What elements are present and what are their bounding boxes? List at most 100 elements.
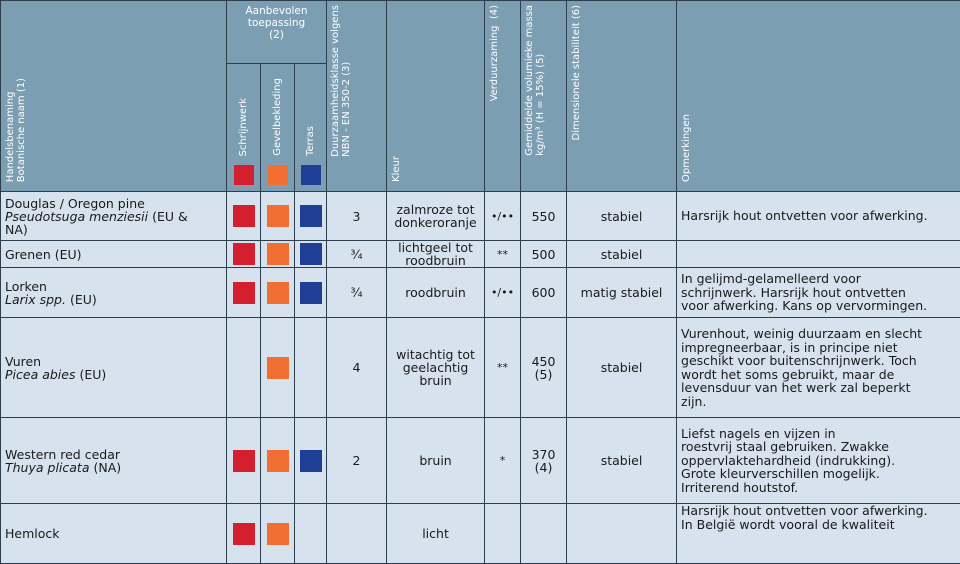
gevelbekleding-cell (261, 192, 295, 241)
density-value: 450 (5) (532, 354, 556, 382)
stability-value: stabiel (601, 247, 643, 262)
gevelbekleding-marker (267, 523, 289, 545)
header-name: Handelsbenaming Botanische naam (1) (1, 1, 227, 192)
terras-marker (300, 450, 322, 472)
color-cell: witachtig tot geelachtig bruin (387, 318, 485, 418)
gevelbekleding-swatch (268, 165, 288, 185)
botanical-name: Picea abies (5, 367, 75, 382)
schrijnwerk-cell (227, 418, 261, 504)
schrijnwerk-marker (233, 282, 255, 304)
stability-value: stabiel (601, 453, 643, 468)
gevelbekleding-cell (261, 241, 295, 268)
terras-swatch (301, 165, 321, 185)
terras-marker (300, 205, 322, 227)
color-cell: roodbruin (387, 268, 485, 318)
header-color: Kleur (387, 1, 485, 192)
treatment-cell (485, 504, 521, 564)
remarks-value: Harsrijk hout ontvetten voor afwerking. … (681, 503, 928, 532)
schrijnwerk-marker (233, 450, 255, 472)
color-cell: zalmroze tot donkeroranje (387, 192, 485, 241)
schrijnwerk-swatch (234, 165, 254, 185)
remarks-cell: In gelijmd-gelamelleerd voor schrijnwerk… (677, 268, 960, 318)
schrijnwerk-cell (227, 241, 261, 268)
remarks-cell: Harsrijk hout ontvetten voor afwerking. (677, 192, 960, 241)
gevelbekleding-cell (261, 504, 295, 564)
gevelbekleding-marker (267, 357, 289, 379)
stability-cell: stabiel (567, 318, 677, 418)
durability-cell: ¾ (327, 241, 387, 268)
schrijnwerk-marker (233, 523, 255, 545)
table-row: Grenen (EU) ¾ lichtgeel tot roodbruin ** 500… (1, 241, 960, 268)
gevelbekleding-cell (261, 418, 295, 504)
header-remarks: Opmerkingen (677, 1, 960, 192)
treatment-value: ** (497, 361, 508, 374)
origin: (EU) (75, 367, 106, 382)
stability-value: stabiel (601, 360, 643, 375)
species-name-cell: Hemlock (1, 504, 227, 564)
treatment-cell: ** (485, 241, 521, 268)
header-density: Gemiddelde volumieke massa kg/m³ (H = 15… (521, 1, 567, 192)
color-cell: lichtgeel tot roodbruin (387, 241, 485, 268)
density-cell: 600 (521, 268, 567, 318)
color-value: licht (422, 526, 449, 541)
treatment-value: •/•• (491, 286, 514, 299)
trade-name: Grenen (EU) (5, 248, 226, 261)
terras-marker (300, 282, 322, 304)
density-cell: 370 (4) (521, 418, 567, 504)
color-value: zalmroze tot donkeroranje (394, 202, 476, 230)
header-gevelbekleding: Gevelbekleding (261, 64, 295, 192)
schrijnwerk-cell (227, 268, 261, 318)
treatment-cell: •/•• (485, 192, 521, 241)
treatment-value: ** (497, 248, 508, 261)
gevelbekleding-marker (267, 282, 289, 304)
terras-marker (300, 243, 322, 265)
remarks-cell: Harsrijk hout ontvetten voor afwerking. … (677, 504, 960, 564)
schrijnwerk-cell (227, 192, 261, 241)
density-value: 600 (532, 285, 556, 300)
density-value: 550 (532, 209, 556, 224)
treatment-cell: ** (485, 318, 521, 418)
treatment-value: •/•• (491, 210, 514, 223)
botanical-name: Larix spp. (5, 292, 66, 307)
durability-value: ¾ (350, 285, 362, 300)
treatment-value: * (500, 454, 506, 467)
gevelbekleding-marker (267, 450, 289, 472)
durability-cell: 2 (327, 418, 387, 504)
density-cell (521, 504, 567, 564)
origin: (NA) (90, 460, 122, 475)
stability-value: matig stabiel (581, 285, 663, 300)
remarks-cell (677, 241, 960, 268)
stability-cell: stabiel (567, 241, 677, 268)
terras-cell (295, 268, 327, 318)
header-durability: Duurzaamheidsklasse volgens NBN - EN 350… (327, 1, 387, 192)
schrijnwerk-marker (233, 243, 255, 265)
durability-cell: 4 (327, 318, 387, 418)
color-cell: bruin (387, 418, 485, 504)
density-cell: 550 (521, 192, 567, 241)
treatment-cell: * (485, 418, 521, 504)
durability-cell (327, 504, 387, 564)
color-value: lichtgeel tot roodbruin (398, 240, 473, 268)
color-value: bruin (419, 453, 451, 468)
density-value: 500 (532, 247, 556, 262)
remarks-value: Liefst nagels en vijzen in roestvrij sta… (681, 426, 895, 495)
gevelbekleding-cell (261, 268, 295, 318)
schrijnwerk-cell (227, 318, 261, 418)
origin: (EU) (66, 292, 97, 307)
terras-cell (295, 318, 327, 418)
terras-cell (295, 504, 327, 564)
botanical-name: Thuya plicata (5, 460, 90, 475)
schrijnwerk-cell (227, 504, 261, 564)
gevelbekleding-cell (261, 318, 295, 418)
density-value: 370 (4) (532, 447, 556, 475)
stability-cell: matig stabiel (567, 268, 677, 318)
terras-cell (295, 241, 327, 268)
color-value: roodbruin (405, 285, 466, 300)
header-terras: Terras (295, 64, 327, 192)
stability-cell (567, 504, 677, 564)
